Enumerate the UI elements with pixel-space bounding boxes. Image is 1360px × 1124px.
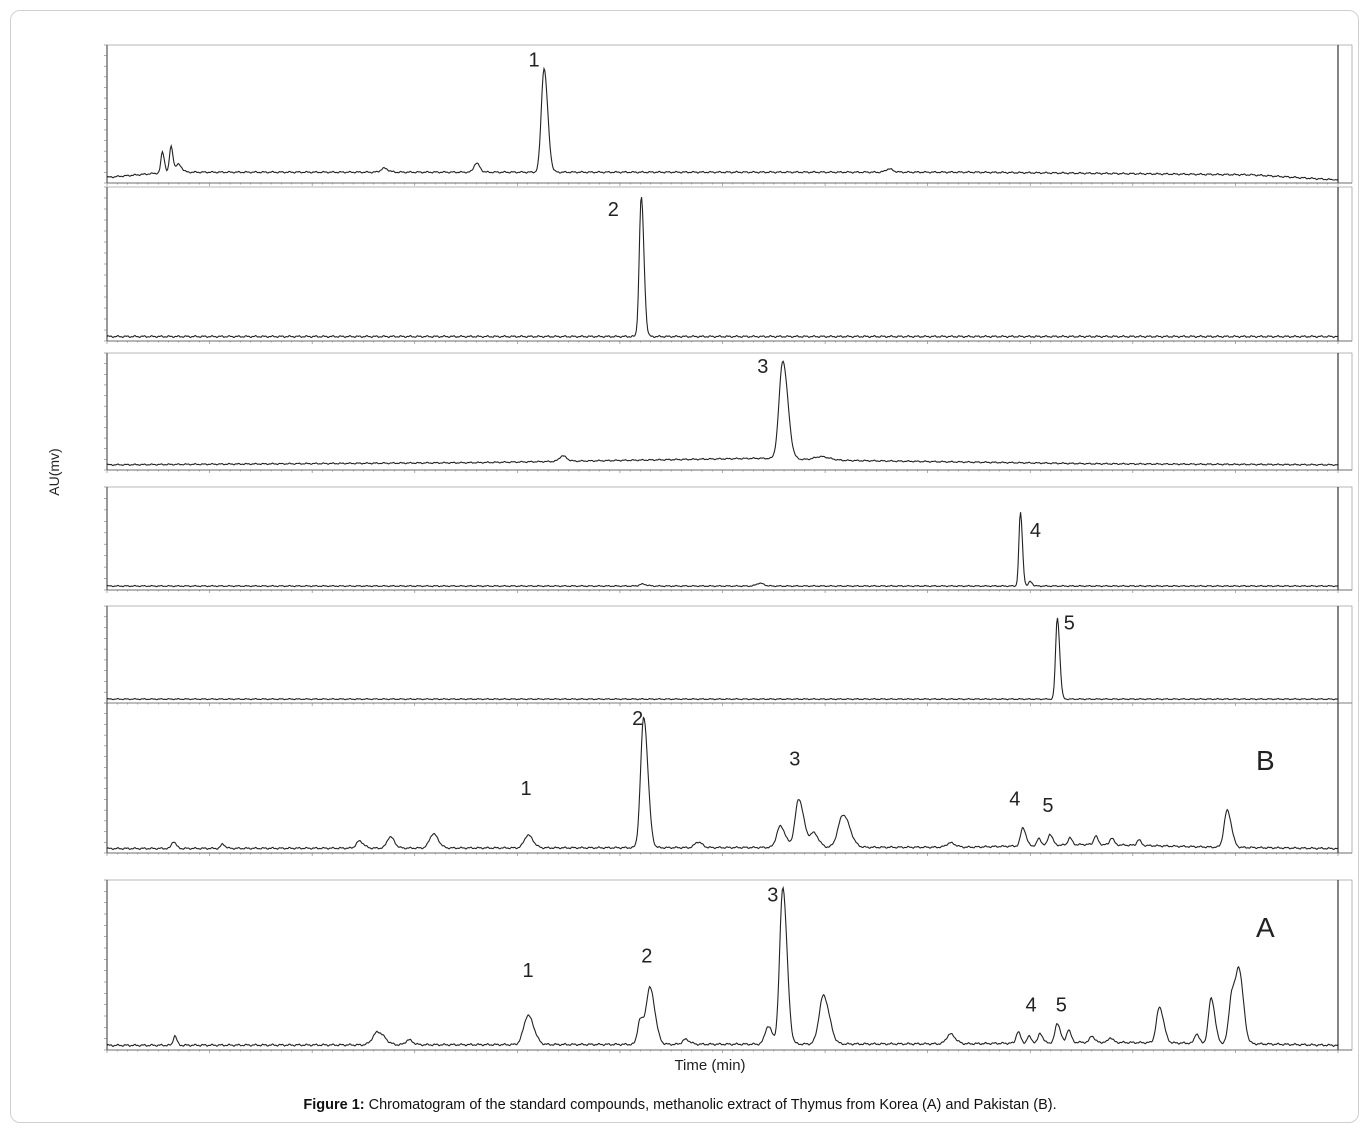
panel-standard-5: 5	[104, 605, 1353, 706]
x-axis-label: Time (min)	[674, 1057, 746, 1074]
peak-label-5: 5	[1064, 613, 1075, 635]
peak-label-4: 4	[1025, 994, 1036, 1016]
panel-frame	[106, 486, 1353, 591]
trace-standard-2	[106, 196, 1339, 339]
panel-standard-2: 2	[104, 186, 1353, 344]
panel-frame	[106, 352, 1353, 471]
panel-letter-A: A	[1256, 912, 1275, 943]
trace-standard-4	[106, 512, 1339, 588]
trace-standard-1	[106, 66, 1339, 181]
trace-pakistan-extract	[106, 716, 1339, 851]
peak-label-3: 3	[789, 749, 800, 771]
panel-frame	[106, 44, 1353, 184]
figure-caption: Figure 1: Chromatogram of the standard c…	[60, 1097, 1300, 1113]
peak-label-3: 3	[757, 356, 768, 378]
peak-label-1: 1	[522, 960, 533, 982]
panel-standard-4: 4	[104, 486, 1353, 593]
caption-text: Chromatogram of the standard compounds, …	[364, 1097, 1057, 1113]
panel-korea-extract: 3 1 2 4 5 A	[104, 879, 1353, 1053]
panel-frame	[106, 702, 1353, 854]
peak-label-1: 1	[528, 50, 539, 72]
trace-korea-extract	[106, 885, 1339, 1048]
panel-standard-1: 1	[104, 44, 1353, 186]
peak-label-3: 3	[767, 885, 778, 907]
trace-standard-5	[106, 617, 1339, 701]
peak-label-4: 4	[1030, 520, 1041, 542]
peak-label-5: 5	[1042, 795, 1053, 817]
panel-letter-B: B	[1256, 745, 1275, 776]
trace-standard-3	[106, 360, 1339, 467]
panel-frame	[106, 186, 1353, 342]
figure-frame	[10, 10, 1359, 1123]
caption-label: Figure 1:	[303, 1097, 365, 1113]
peak-label-5: 5	[1056, 995, 1067, 1017]
peak-label-4: 4	[1009, 788, 1020, 810]
peak-label-2: 2	[608, 199, 619, 221]
panel-frame	[106, 879, 1353, 1051]
peak-label-1: 1	[520, 778, 531, 800]
peak-label-2: 2	[641, 946, 652, 968]
peak-label-2: 2	[632, 708, 643, 730]
panel-frame	[106, 605, 1353, 704]
y-axis-label: AU(mv)	[46, 448, 62, 496]
panel-pakistan-extract: 2 1 3 4 5 B	[104, 702, 1353, 856]
panel-standard-3: 3	[104, 352, 1353, 473]
